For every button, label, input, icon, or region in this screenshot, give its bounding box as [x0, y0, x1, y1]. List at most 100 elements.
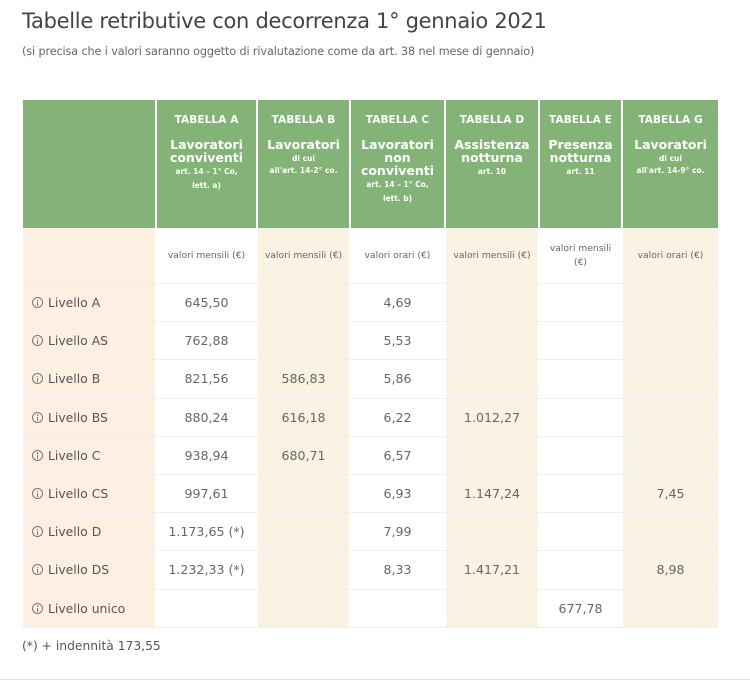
column-code: TABELLA A	[174, 114, 239, 126]
info-circle-icon[interactable]	[32, 564, 43, 576]
value-cell: 997,61	[157, 474, 258, 514]
row-label[interactable]: Livello unico	[23, 589, 157, 628]
value-cell: 7,45	[623, 474, 718, 514]
column-title-line: conviventi	[169, 150, 244, 165]
value-cell	[258, 589, 351, 628]
info-circle-icon[interactable]	[32, 373, 43, 385]
value-cell	[623, 322, 718, 361]
column-note-line: di cui	[292, 154, 315, 163]
value-cell: 6,93	[351, 474, 446, 514]
row-label[interactable]: Livello CS	[23, 474, 157, 514]
value-cell: 6,57	[351, 436, 446, 475]
info-circle-icon[interactable]	[32, 411, 43, 423]
info-circle-icon[interactable]	[32, 449, 43, 461]
column-code: TABELLA D	[459, 114, 525, 126]
row-label[interactable]: Livello BS	[23, 398, 157, 437]
table-row-livello-cs: Livello CS 997,61 6,93 1.147,24 7,45	[23, 474, 718, 514]
value-cell: 938,94	[157, 436, 258, 475]
column-title-line: notturna	[461, 150, 523, 165]
column-note-line: art. 14 – 1° Co,	[175, 167, 238, 176]
header-tabella-b: TABELLA B Lavoratori di cui all'art. 14-…	[258, 100, 351, 228]
value-cell	[540, 322, 623, 361]
column-title-line: Presenza	[548, 137, 613, 152]
table-row-livello-d: Livello D 1.173,65 (*) 7,99	[23, 513, 718, 552]
value-cell: 1.417,21	[446, 551, 540, 590]
column-note-line: art. 14 – 1° Co,	[366, 180, 429, 189]
value-cell	[446, 436, 540, 475]
row-label[interactable]: Livello B	[23, 360, 157, 399]
value-cell: 8,33	[351, 551, 446, 590]
value-cell	[540, 360, 623, 399]
value-cell: 5,53	[351, 322, 446, 361]
value-cell	[258, 551, 351, 590]
value-cell: 680,71	[258, 436, 351, 475]
page-title: Tabelle retributive con decorrenza 1° ge…	[22, 9, 547, 33]
value-cell	[258, 284, 351, 323]
info-circle-icon[interactable]	[32, 526, 43, 538]
value-cell: 586,83	[258, 360, 351, 399]
row-label[interactable]: Livello D	[23, 513, 157, 552]
value-cell: 6,22	[351, 398, 446, 437]
value-cell: 1.147,24	[446, 474, 540, 514]
value-cell	[540, 284, 623, 323]
row-label-text: Livello CS	[48, 486, 109, 502]
table-row-livello-bs: Livello BS 880,24 616,18 6,22 1.012,27	[23, 398, 718, 437]
value-cell	[446, 513, 540, 552]
info-circle-icon[interactable]	[32, 335, 43, 347]
value-cell: 762,88	[157, 322, 258, 361]
page-subtitle: (si precisa che i valori saranno oggetto…	[22, 45, 535, 58]
value-cell	[623, 360, 718, 399]
column-title-line: non	[384, 150, 411, 165]
value-cell	[540, 474, 623, 514]
value-cell: 880,24	[157, 398, 258, 437]
column-code: TABELLA G	[638, 114, 703, 126]
row-label-text: Livello unico	[48, 600, 126, 616]
value-cell	[446, 360, 540, 399]
column-code: TABELLA C	[365, 114, 430, 126]
value-cell: 1.012,27	[446, 398, 540, 437]
row-label[interactable]: Livello A	[23, 284, 157, 323]
value-cell	[623, 589, 718, 628]
footnote: (*) + indennità 173,55	[22, 639, 161, 653]
table-row-livello-unico: Livello unico 677,78	[23, 589, 718, 628]
value-cell	[258, 474, 351, 514]
value-cell: 1.232,33 (*)	[157, 551, 258, 590]
column-title-line: Lavoratori	[267, 137, 340, 152]
value-cell: 1.173,65 (*)	[157, 513, 258, 552]
row-label[interactable]: Livello AS	[23, 322, 157, 361]
row-label-text: Livello B	[48, 371, 101, 387]
unit-cell: valori orari (€)	[351, 228, 446, 284]
row-label-text: Livello AS	[48, 333, 109, 349]
row-label-text: Livello C	[48, 447, 101, 463]
value-cell: 645,50	[157, 284, 258, 323]
row-label[interactable]: Livello C	[23, 436, 157, 475]
column-title-line: conviventi	[360, 163, 435, 178]
column-note-line: lett. b)	[382, 194, 413, 203]
value-cell	[446, 284, 540, 323]
info-circle-icon[interactable]	[32, 602, 43, 614]
value-cell: 5,86	[351, 360, 446, 399]
column-title-line: Assistenza	[454, 137, 530, 152]
value-cell	[623, 284, 718, 323]
column-note-line: all'art. 14-9° co.	[636, 166, 705, 175]
info-circle-icon[interactable]	[32, 297, 43, 309]
value-cell	[258, 322, 351, 361]
row-label[interactable]: Livello DS	[23, 551, 157, 590]
column-note-line: all'art. 14-2° co.	[269, 166, 338, 175]
value-cell	[258, 513, 351, 552]
table-row-livello-a: Livello A 645,50 4,69	[23, 284, 718, 323]
header-corner-cell	[23, 100, 157, 228]
value-cell: 4,69	[351, 284, 446, 323]
table-row-livello-c: Livello C 938,94 680,71 6,57	[23, 436, 718, 475]
value-cell	[540, 398, 623, 437]
info-circle-icon[interactable]	[32, 488, 43, 500]
value-cell	[540, 551, 623, 590]
row-label-text: Livello A	[48, 295, 101, 311]
value-cell: 8,98	[623, 551, 718, 590]
value-cell: 7,99	[351, 513, 446, 552]
column-code: TABELLA B	[271, 114, 336, 126]
value-cell: 677,78	[540, 589, 623, 628]
unit-row-label-cell	[23, 228, 157, 284]
header-tabella-e: TABELLA E Presenza notturna art. 11	[540, 100, 623, 228]
table-header-row: TABELLA A Lavoratori conviventi art. 14 …	[23, 100, 718, 228]
